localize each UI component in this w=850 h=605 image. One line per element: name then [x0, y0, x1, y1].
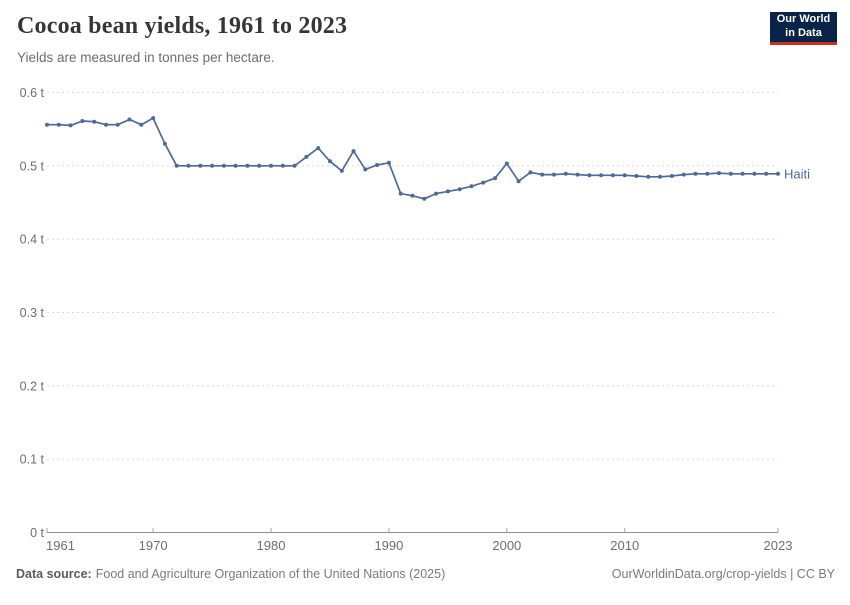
data-point[interactable] — [634, 174, 639, 178]
data-point[interactable] — [528, 170, 533, 175]
page-title: Cocoa bean yields, 1961 to 2023 — [17, 13, 348, 39]
data-point[interactable] — [552, 172, 556, 177]
data-point[interactable] — [127, 117, 132, 122]
data-point[interactable] — [493, 176, 497, 181]
y-tick-label: 0.1 t — [20, 453, 45, 467]
data-point[interactable] — [139, 122, 144, 127]
data-point[interactable] — [587, 173, 592, 178]
data-point[interactable] — [622, 173, 627, 178]
data-point[interactable] — [80, 119, 85, 123]
owid-logo-line2: in Data — [785, 27, 822, 39]
data-point[interactable] — [363, 167, 368, 172]
data-point[interactable] — [776, 171, 780, 176]
data-point[interactable] — [56, 122, 61, 127]
data-point[interactable] — [422, 196, 427, 201]
owid-logo[interactable]: Our World in Data — [770, 12, 837, 45]
data-point[interactable] — [198, 163, 203, 168]
data-point[interactable] — [764, 171, 769, 176]
x-tick-label: 1961 — [46, 538, 75, 553]
data-point[interactable] — [434, 191, 439, 196]
y-tick-label: 0.3 t — [20, 306, 45, 320]
data-point[interactable] — [375, 163, 380, 167]
data-point[interactable] — [210, 163, 215, 168]
data-source-text: Food and Agriculture Organization of the… — [95, 567, 446, 581]
data-point[interactable] — [717, 171, 721, 176]
x-tick-label: 2010 — [610, 538, 639, 553]
data-point[interactable] — [328, 159, 332, 164]
x-tick-label: 2000 — [492, 538, 521, 553]
x-tick-label: 1990 — [374, 538, 403, 553]
data-point[interactable] — [457, 187, 462, 192]
data-point[interactable] — [292, 163, 297, 168]
data-point[interactable] — [45, 122, 49, 127]
data-point[interactable] — [245, 163, 250, 168]
data-point[interactable] — [469, 184, 474, 189]
data-point[interactable] — [693, 171, 698, 176]
data-point[interactable] — [705, 171, 710, 176]
x-tick-label: 1980 — [257, 538, 286, 553]
data-point[interactable] — [174, 163, 179, 168]
data-point[interactable] — [563, 171, 568, 176]
data-point[interactable] — [351, 149, 356, 154]
data-point[interactable] — [504, 161, 509, 166]
data-point[interactable] — [599, 173, 604, 178]
data-point[interactable] — [646, 174, 651, 179]
data-point[interactable] — [339, 168, 344, 173]
data-point[interactable] — [669, 174, 674, 178]
data-point[interactable] — [316, 146, 321, 151]
data-point[interactable] — [104, 122, 108, 127]
chart-subtitle: Yields are measured in tonnes per hectar… — [17, 50, 275, 65]
data-point[interactable] — [681, 172, 686, 177]
series-end-label[interactable]: Haiti — [784, 166, 810, 181]
data-point[interactable] — [445, 189, 450, 194]
data-point[interactable] — [257, 163, 262, 168]
data-point[interactable] — [658, 174, 663, 179]
data-point[interactable] — [68, 123, 73, 128]
x-tick-label: 2023 — [764, 538, 793, 553]
data-point[interactable] — [610, 173, 615, 178]
x-tick-label: 1970 — [139, 538, 168, 553]
chart-header: Cocoa bean yields, 1961 to 2023 Yields a… — [17, 13, 347, 65]
series-line[interactable] — [46, 117, 779, 200]
data-point[interactable] — [481, 180, 486, 185]
data-source-label: Data source: — [16, 567, 92, 581]
data-point[interactable] — [115, 122, 120, 127]
data-point[interactable] — [280, 163, 285, 168]
data-point[interactable] — [386, 160, 391, 165]
data-point[interactable] — [186, 163, 191, 168]
data-point[interactable] — [92, 119, 97, 124]
y-tick-label: 0.5 t — [20, 159, 45, 173]
data-point[interactable] — [540, 172, 545, 177]
data-point[interactable] — [304, 154, 309, 159]
data-point[interactable] — [752, 171, 757, 176]
data-point[interactable] — [410, 193, 415, 198]
y-tick-label: 0.6 t — [20, 86, 45, 100]
data-point[interactable] — [162, 141, 167, 146]
y-tick-label: 0 t — [30, 526, 44, 540]
data-point[interactable] — [740, 171, 745, 176]
data-point[interactable] — [516, 179, 521, 184]
data-source-note: Data source: Food and Agriculture Organiz… — [16, 567, 445, 581]
chart-footer: Data source: Food and Agriculture Organiz… — [16, 567, 835, 581]
attribution-link[interactable]: OurWorldinData.org/crop-yields | CC BY — [611, 567, 835, 581]
data-point[interactable] — [728, 171, 733, 176]
owid-logo-line1: Our World — [776, 13, 831, 26]
data-point[interactable] — [151, 116, 156, 121]
data-point[interactable] — [233, 163, 238, 168]
y-tick-label: 0.4 t — [20, 233, 45, 247]
data-point[interactable] — [398, 191, 403, 196]
y-tick-label: 0.2 t — [20, 379, 45, 393]
data-point[interactable] — [269, 163, 273, 168]
data-point[interactable] — [221, 163, 226, 168]
data-point[interactable] — [575, 172, 580, 177]
